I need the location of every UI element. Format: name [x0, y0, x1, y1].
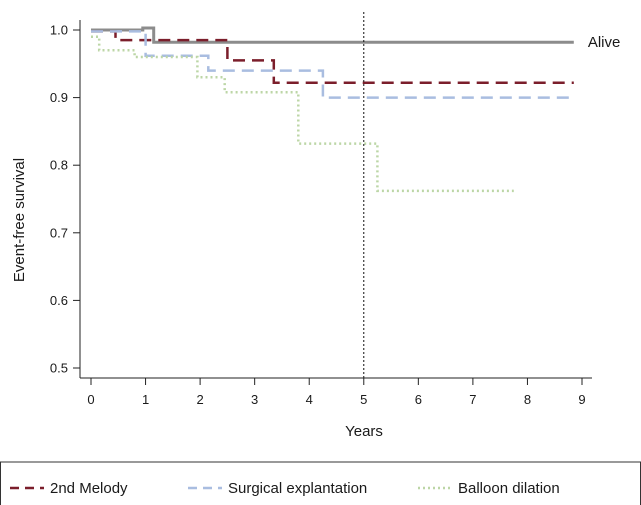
y-tick-label: 0.6 — [50, 293, 68, 308]
legend-label-balloon-dilation: Balloon dilation — [458, 480, 560, 497]
y-tick-label: 1.0 — [50, 23, 68, 38]
x-axis-label: Years — [345, 423, 383, 440]
axes-layer: 0 1 2 3 4 5 6 7 8 9 0.5 0.6 0.7 0.8 0.9 1.0 — [50, 20, 592, 407]
x-tick-label: 4 — [306, 392, 313, 407]
series-layer: Alive — [91, 26, 621, 193]
y-axis-label: Event-free survival — [11, 158, 28, 282]
series-line-2nd-melody — [91, 30, 574, 84]
series-line-alive — [91, 26, 574, 44]
x-tick-label: 3 — [251, 392, 258, 407]
x-tick-label: 2 — [196, 392, 203, 407]
legend-label-surgical-explantation: Surgical explantation — [228, 480, 367, 497]
x-tick-label: 0 — [87, 392, 94, 407]
y-tick-label: 0.5 — [50, 361, 68, 376]
labels-layer: Years Event-free survival — [11, 158, 383, 440]
x-tick-label: 5 — [360, 392, 367, 407]
x-tick-label: 6 — [415, 392, 422, 407]
x-tick-label: 1 — [142, 392, 149, 407]
legend-label-2nd-melody: 2nd Melody — [50, 480, 128, 497]
y-tick-label: 0.9 — [50, 90, 68, 105]
x-tick-label: 8 — [524, 392, 531, 407]
x-tick-label: 9 — [578, 392, 585, 407]
series-line-balloon-dilation — [91, 35, 514, 193]
series-line-surgical-explantation — [91, 30, 574, 99]
x-tick-label: 7 — [469, 392, 476, 407]
y-tick-label: 0.8 — [50, 158, 68, 173]
series-end-label: Alive — [588, 34, 621, 51]
y-tick-label: 0.7 — [50, 225, 68, 240]
